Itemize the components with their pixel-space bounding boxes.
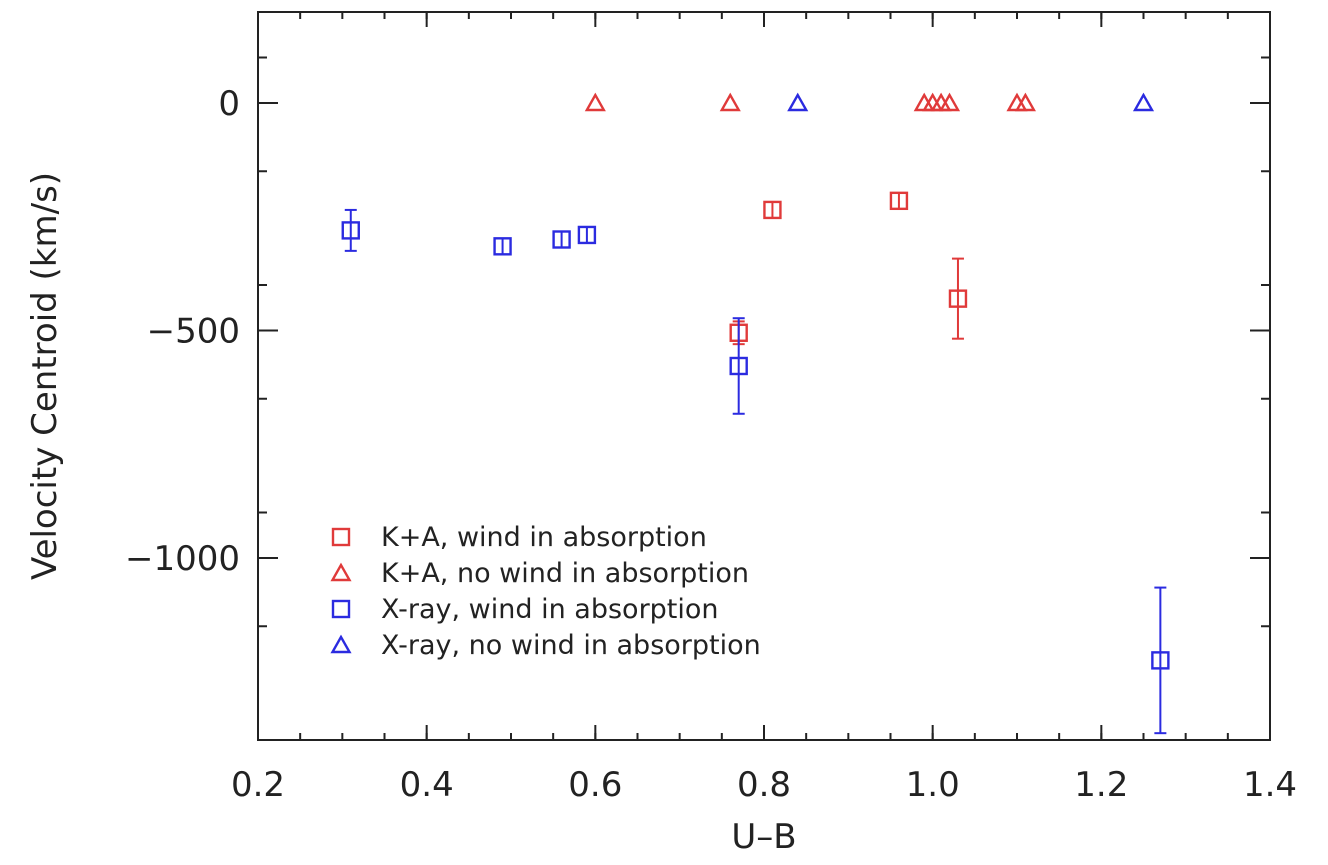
data-point	[341, 221, 360, 240]
data-point	[584, 92, 606, 112]
legend-marker	[331, 527, 351, 547]
x-tick-label: 1.2	[1074, 765, 1128, 805]
axis-ticks: 0.2 0.4 0.6 0.8 1.0 1.2 1.4 0 −500 −1000	[125, 12, 1297, 805]
x-tick-label: 0.8	[737, 765, 791, 805]
data-point	[938, 92, 961, 112]
legend: K+A, wind in absorption K+A, no wind in a…	[330, 522, 761, 661]
y-tick-label: 0	[218, 84, 240, 124]
data-points	[341, 92, 1170, 735]
legend-marker	[330, 634, 352, 654]
x-axis-title: U–B	[731, 817, 796, 857]
x-tick-label: 0.6	[568, 765, 622, 805]
y-axis-title: Velocity Centroid (km/s)	[25, 172, 65, 580]
y-tick-label: −1000	[125, 539, 240, 579]
data-point	[1151, 651, 1170, 670]
legend-label: X-ray, no wind in absorption	[381, 630, 761, 661]
data-point	[577, 225, 597, 245]
legend-label: X-ray, wind in absorption	[381, 594, 719, 625]
y-tick-label: −500	[147, 312, 240, 352]
x-tick-label: 0.4	[400, 765, 454, 805]
x-tick-label: 1.4	[1243, 765, 1297, 805]
data-point	[552, 230, 571, 249]
data-point	[763, 200, 782, 220]
x-tick-label: 0.2	[231, 765, 285, 805]
data-point	[889, 191, 909, 211]
data-point	[729, 356, 748, 376]
legend-label: K+A, no wind in absorption	[381, 558, 749, 589]
x-tick-label: 1.0	[906, 765, 960, 805]
legend-label: K+A, wind in absorption	[381, 522, 707, 553]
data-point	[493, 237, 512, 256]
legend-marker	[330, 562, 352, 582]
data-point	[948, 289, 968, 308]
data-point	[1014, 92, 1036, 112]
legend-marker	[331, 599, 351, 619]
data-point	[1132, 92, 1155, 112]
data-point	[787, 92, 809, 112]
data-point	[719, 92, 741, 112]
